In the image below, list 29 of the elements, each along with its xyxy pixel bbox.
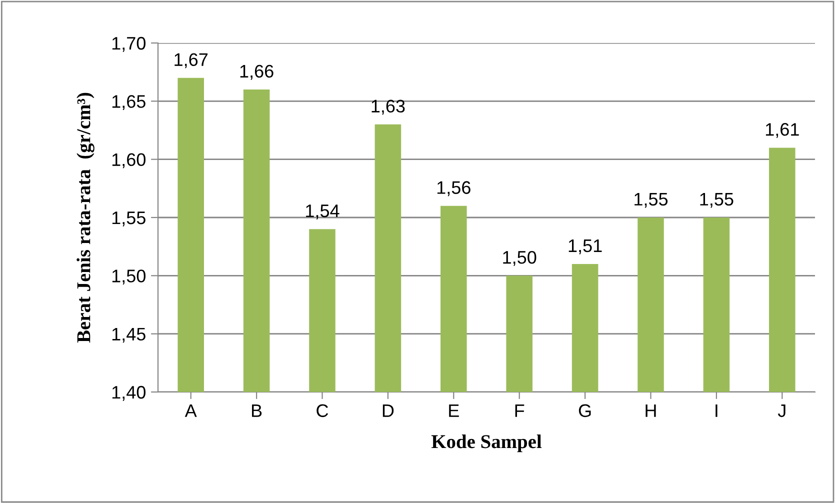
x-tick-label: C [316, 404, 328, 418]
y-tick-label: 1,45 [112, 328, 146, 343]
data-label: 1,55 [700, 193, 734, 208]
y-tick-label: 1,60 [112, 153, 146, 168]
x-tick-label: F [515, 404, 524, 417]
x-tick-label: G [578, 404, 591, 418]
y-tick-label: 1,65 [112, 95, 146, 110]
data-label: 1,54 [306, 204, 340, 220]
data-label: 1,56 [437, 181, 470, 196]
data-label: 1,61 [766, 123, 799, 138]
x-tick-label: H [646, 404, 656, 417]
x-tick-label: E [449, 404, 459, 417]
data-label: 1,51 [568, 240, 602, 254]
data-label: 1,63 [372, 100, 405, 115]
data-label: 1,50 [503, 250, 536, 266]
y-tick-label: 1,50 [112, 270, 146, 285]
data-label: 1,67 [174, 53, 208, 68]
x-tick-label: A [184, 404, 197, 417]
y-tick-label: 1,40 [112, 386, 146, 401]
x-tick-label: J [778, 404, 786, 418]
y-tick-label: 1,70 [112, 36, 146, 52]
y-axis-title: Berat Jenis rata-rata (gr/cm³) [76, 92, 94, 343]
x-axis-title: Kode Sampel [431, 434, 542, 452]
x-tick-label: D [382, 404, 394, 417]
data-label: 1,55 [634, 193, 668, 208]
x-tick-label: I [716, 404, 718, 417]
x-tick-label: B [252, 404, 262, 417]
y-tick-label: 1,55 [112, 212, 146, 226]
data-label: 1,66 [240, 64, 274, 80]
